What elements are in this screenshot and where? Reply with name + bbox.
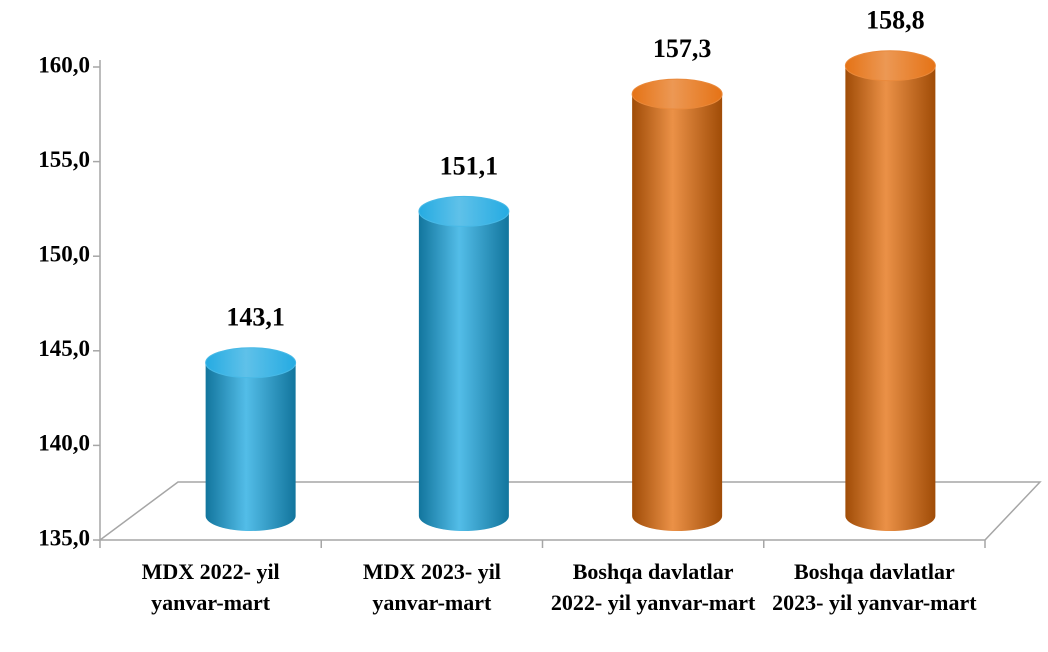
bar <box>845 50 936 531</box>
value-label: 151,1 <box>440 151 499 180</box>
bar <box>418 196 509 532</box>
value-label: 158,8 <box>866 6 925 35</box>
x-tick-label: Boshqa davlatlar 2023- yil yanvar-mart <box>772 559 977 615</box>
bar-top <box>418 195 510 227</box>
x-tick-label: MDX 2023- yil yanvar-mart <box>362 559 501 615</box>
value-label: 157,3 <box>653 34 712 63</box>
bar-top <box>844 50 936 82</box>
bar <box>632 79 723 532</box>
bar-top <box>631 78 723 110</box>
x-tick-label: MDX 2022- yil yanvar-mart <box>141 559 280 615</box>
y-tick-label: 155,0 <box>38 147 90 172</box>
y-tick-label: 140,0 <box>38 431 90 456</box>
floor <box>97 481 1042 541</box>
y-tick-label: 160,0 <box>38 52 90 77</box>
x-tick-label: Boshqa davlatlar 2022- yil yanvar-mart <box>550 559 756 615</box>
y-tick-label: 150,0 <box>38 241 90 266</box>
bar-top <box>205 347 297 379</box>
bar <box>205 347 296 531</box>
y-tick-label: 145,0 <box>38 336 90 361</box>
value-label: 143,1 <box>226 303 285 332</box>
y-tick-label: 135,0 <box>38 525 90 550</box>
